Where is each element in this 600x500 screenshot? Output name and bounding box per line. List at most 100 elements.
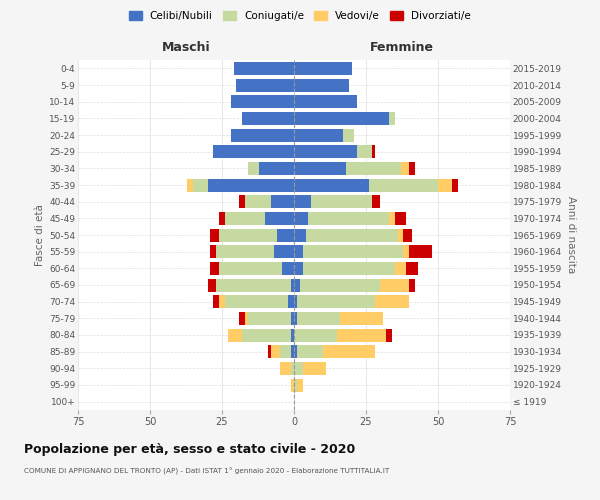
Bar [291,312,294,325]
Bar [219,262,283,275]
Bar [291,328,294,342]
Bar [291,278,294,291]
Bar [193,178,208,192]
Bar [291,345,294,358]
Bar [228,328,242,342]
Bar [271,345,280,358]
Y-axis label: Fasce di età: Fasce di età [35,204,45,266]
Y-axis label: Anni di nascita: Anni di nascita [566,196,576,274]
Bar [438,178,452,192]
Bar [271,195,294,208]
Bar [280,345,291,358]
Bar [294,78,349,92]
Bar [291,378,294,392]
Bar [294,245,302,258]
Bar [219,212,225,225]
Bar [337,328,386,342]
Bar [389,212,395,225]
Bar [216,245,274,258]
Bar [225,212,265,225]
Bar [409,162,415,175]
Bar [280,362,291,375]
Bar [294,312,297,325]
Bar [187,178,193,192]
Bar [248,312,291,325]
Text: COMUNE DI APPIGNANO DEL TRONTO (AP) - Dati ISTAT 1° gennaio 2020 - Elaborazione : COMUNE DI APPIGNANO DEL TRONTO (AP) - Da… [24,468,389,474]
Bar [225,295,288,308]
Bar [294,62,352,75]
Bar [277,228,294,241]
Bar [283,262,294,275]
Bar [236,78,294,92]
Bar [219,295,225,308]
Bar [214,295,219,308]
Text: Popolazione per età, sesso e stato civile - 2020: Popolazione per età, sesso e stato civil… [24,442,355,456]
Bar [230,128,294,141]
Bar [403,228,412,241]
Bar [302,245,403,258]
Bar [386,328,392,342]
Bar [294,262,302,275]
Bar [294,228,305,241]
Bar [398,228,403,241]
Bar [380,278,409,291]
Bar [294,162,346,175]
Bar [294,95,358,108]
Bar [294,345,297,358]
Bar [274,245,294,258]
Bar [233,62,294,75]
Bar [297,312,340,325]
Bar [294,195,311,208]
Bar [259,162,294,175]
Bar [268,345,271,358]
Bar [208,278,216,291]
Bar [239,195,245,208]
Bar [369,178,438,192]
Bar [294,212,308,225]
Bar [294,145,358,158]
Bar [294,112,389,125]
Bar [452,178,458,192]
Legend: Celibi/Nubili, Coniugati/e, Vedovi/e, Divorziati/e: Celibi/Nubili, Coniugati/e, Vedovi/e, Di… [126,8,474,24]
Bar [346,162,401,175]
Text: Femmine: Femmine [370,41,434,54]
Bar [406,262,418,275]
Bar [401,162,409,175]
Bar [343,128,355,141]
Bar [395,262,406,275]
Bar [297,345,323,358]
Bar [294,178,369,192]
Bar [214,145,294,158]
Bar [311,195,372,208]
Bar [294,128,343,141]
Bar [297,378,302,392]
Bar [308,212,389,225]
Bar [294,362,302,375]
Bar [219,228,277,241]
Bar [211,228,219,241]
Bar [305,228,398,241]
Bar [242,112,294,125]
Bar [372,145,374,158]
Bar [403,245,409,258]
Bar [230,95,294,108]
Bar [211,245,216,258]
Bar [239,312,245,325]
Bar [395,212,406,225]
Bar [216,278,291,291]
Bar [409,245,432,258]
Text: Maschi: Maschi [161,41,211,54]
Bar [358,145,372,158]
Bar [372,195,380,208]
Bar [208,178,294,192]
Bar [294,278,300,291]
Bar [288,295,294,308]
Bar [294,378,297,392]
Bar [294,295,297,308]
Bar [297,295,374,308]
Bar [323,345,374,358]
Bar [389,112,395,125]
Bar [302,362,326,375]
Bar [340,312,383,325]
Bar [409,278,415,291]
